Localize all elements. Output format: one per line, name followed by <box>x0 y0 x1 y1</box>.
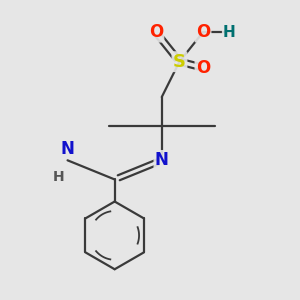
Text: N: N <box>155 151 169 169</box>
Text: H: H <box>223 25 236 40</box>
Text: O: O <box>149 23 163 41</box>
Text: N: N <box>61 140 74 158</box>
Text: H: H <box>53 169 64 184</box>
Text: O: O <box>196 23 210 41</box>
Text: S: S <box>173 53 186 71</box>
Text: O: O <box>196 58 210 76</box>
